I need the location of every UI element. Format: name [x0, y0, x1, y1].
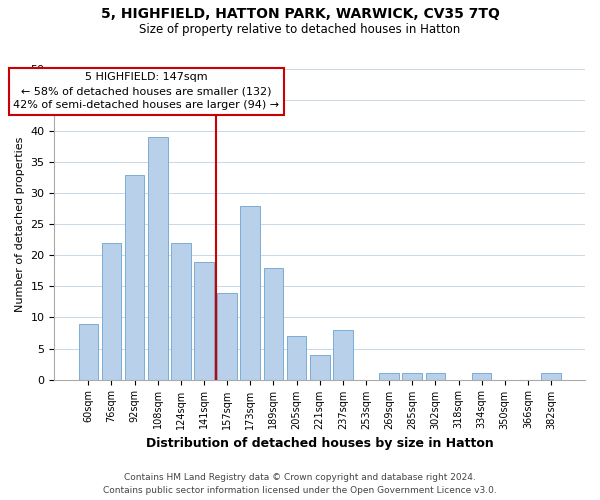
Bar	[79, 324, 98, 380]
Text: Contains HM Land Registry data © Crown copyright and database right 2024.
Contai: Contains HM Land Registry data © Crown c…	[103, 473, 497, 495]
Bar	[241, 206, 260, 380]
Bar	[472, 374, 491, 380]
Text: 5 HIGHFIELD: 147sqm
← 58% of detached houses are smaller (132)
42% of semi-detac: 5 HIGHFIELD: 147sqm ← 58% of detached ho…	[13, 72, 279, 110]
Bar	[125, 174, 145, 380]
Bar	[403, 374, 422, 380]
X-axis label: Distribution of detached houses by size in Hatton: Distribution of detached houses by size …	[146, 437, 494, 450]
Bar	[333, 330, 353, 380]
Bar	[217, 292, 237, 380]
Text: Size of property relative to detached houses in Hatton: Size of property relative to detached ho…	[139, 22, 461, 36]
Bar	[194, 262, 214, 380]
Bar	[148, 138, 167, 380]
Y-axis label: Number of detached properties: Number of detached properties	[15, 136, 25, 312]
Bar	[171, 243, 191, 380]
Bar	[425, 374, 445, 380]
Bar	[263, 268, 283, 380]
Text: 5, HIGHFIELD, HATTON PARK, WARWICK, CV35 7TQ: 5, HIGHFIELD, HATTON PARK, WARWICK, CV35…	[101, 8, 499, 22]
Bar	[287, 336, 307, 380]
Bar	[101, 243, 121, 380]
Bar	[310, 354, 329, 380]
Bar	[379, 374, 399, 380]
Bar	[541, 374, 561, 380]
